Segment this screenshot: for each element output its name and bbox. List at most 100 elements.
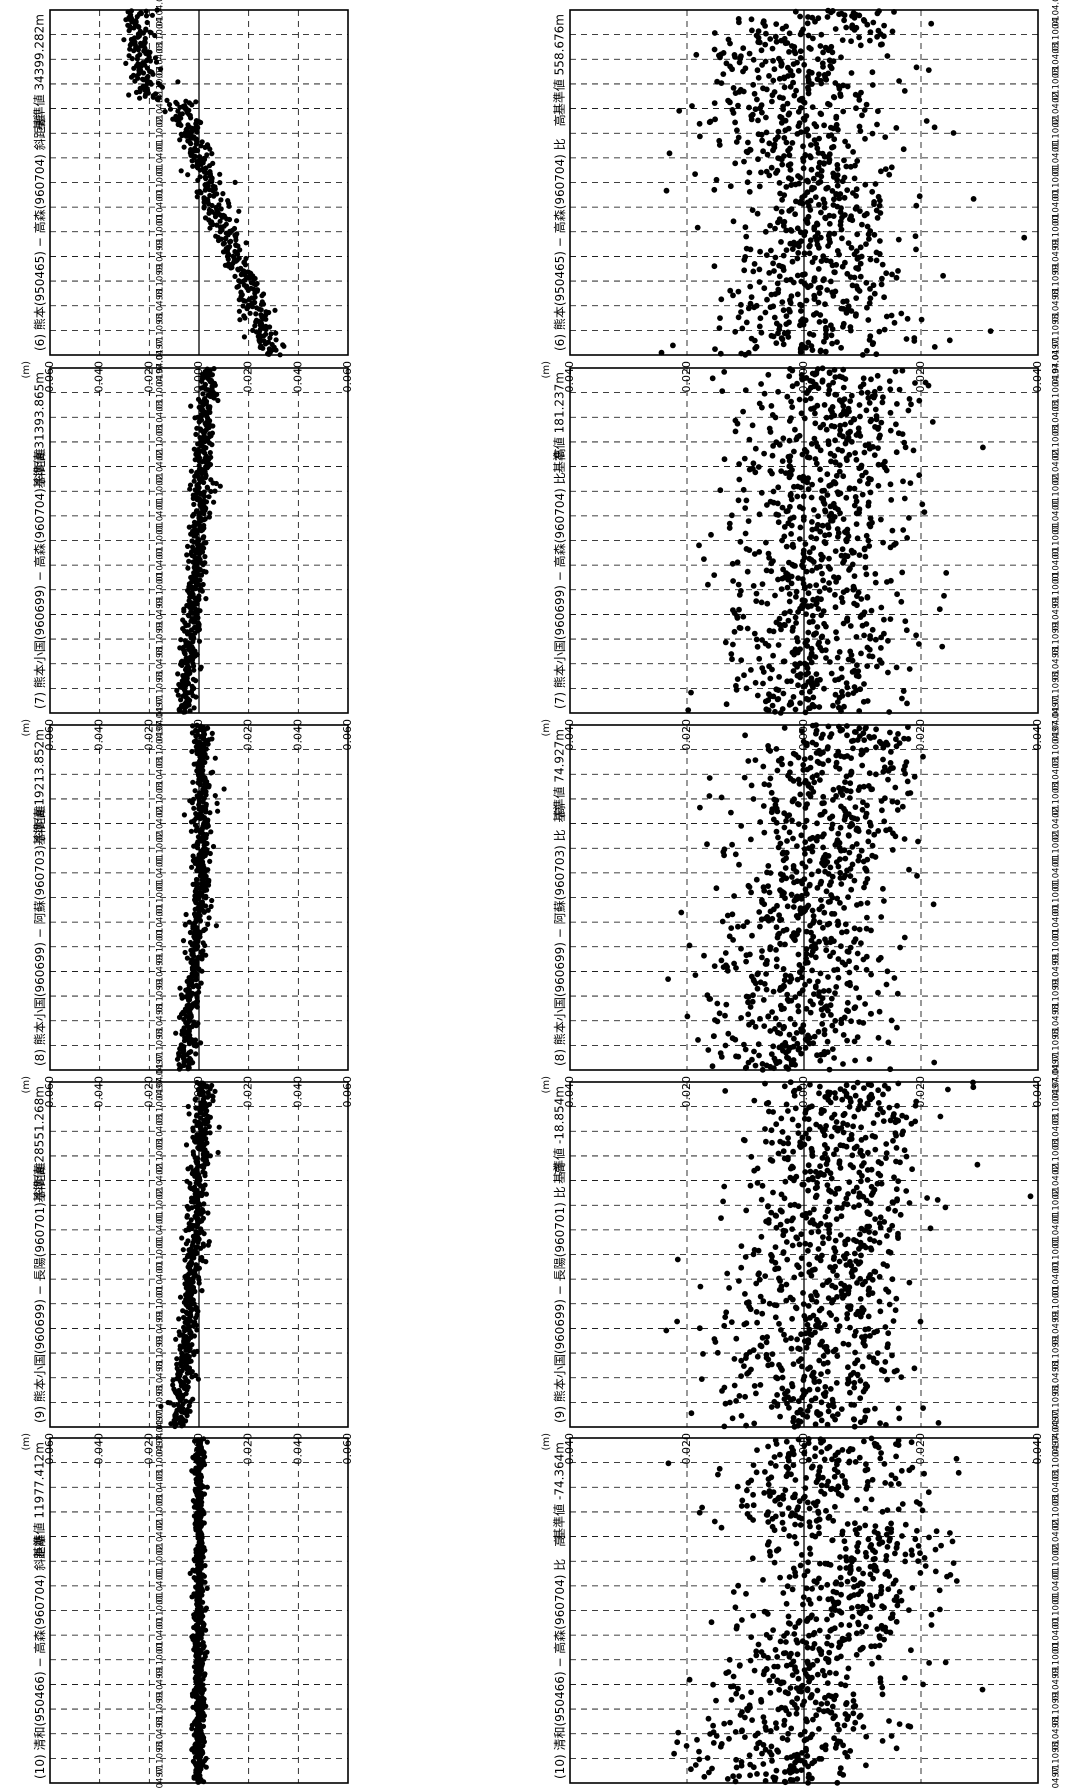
data-point bbox=[736, 477, 742, 483]
data-point bbox=[818, 477, 824, 483]
data-point bbox=[776, 519, 782, 525]
data-point bbox=[738, 946, 744, 952]
data-point bbox=[733, 429, 739, 435]
data-point bbox=[865, 594, 871, 600]
data-point bbox=[764, 987, 770, 993]
data-point bbox=[791, 515, 797, 521]
data-point bbox=[810, 908, 816, 914]
data-point bbox=[718, 1050, 724, 1056]
data-point bbox=[763, 229, 769, 235]
data-point bbox=[200, 1081, 205, 1086]
data-point bbox=[818, 210, 824, 216]
data-point bbox=[882, 327, 888, 333]
data-point bbox=[797, 120, 803, 126]
data-point bbox=[902, 618, 908, 624]
data-point bbox=[187, 920, 192, 925]
data-point bbox=[818, 971, 824, 977]
data-point bbox=[881, 617, 887, 623]
data-point bbox=[203, 540, 208, 545]
data-point bbox=[205, 367, 210, 372]
data-point bbox=[785, 329, 791, 335]
data-point bbox=[800, 27, 806, 33]
data-point bbox=[827, 221, 833, 227]
data-point bbox=[717, 315, 723, 321]
data-point bbox=[184, 1142, 189, 1147]
station-pair: 熊本(950465) − 高森(960704) bbox=[552, 150, 567, 330]
data-point bbox=[878, 955, 884, 961]
data-point bbox=[787, 504, 793, 510]
data-point bbox=[785, 65, 791, 71]
data-point bbox=[705, 1047, 711, 1053]
data-point bbox=[788, 399, 794, 405]
data-point bbox=[798, 905, 804, 911]
data-point bbox=[750, 422, 756, 428]
data-point bbox=[804, 696, 810, 702]
data-point bbox=[844, 271, 850, 277]
data-point bbox=[801, 62, 807, 68]
data-point bbox=[199, 981, 204, 986]
data-point bbox=[831, 574, 837, 580]
data-point bbox=[795, 1003, 801, 1009]
data-point bbox=[876, 28, 882, 34]
data-point bbox=[728, 651, 734, 657]
data-point bbox=[785, 101, 791, 107]
data-point bbox=[763, 310, 769, 316]
data-point bbox=[714, 79, 720, 85]
data-point bbox=[902, 935, 908, 941]
data-point bbox=[781, 966, 787, 972]
data-point bbox=[792, 1021, 798, 1027]
reference-value: 基準値 34399.282m bbox=[32, 14, 47, 130]
data-point bbox=[786, 618, 792, 624]
data-point bbox=[697, 134, 703, 140]
data-point bbox=[854, 231, 860, 237]
data-point bbox=[818, 285, 824, 291]
data-point bbox=[769, 1009, 775, 1015]
data-point bbox=[780, 567, 786, 573]
data-point bbox=[804, 298, 810, 304]
data-point bbox=[913, 247, 919, 253]
data-point bbox=[688, 690, 694, 696]
chart-panel-6-height: 0.0400.0200.000-0.020-0.040(m)97.04.0197… bbox=[541, 0, 1062, 396]
data-point bbox=[795, 575, 801, 581]
data-point bbox=[798, 105, 804, 111]
data-point bbox=[825, 71, 831, 77]
data-point bbox=[785, 585, 791, 591]
data-point bbox=[859, 112, 865, 118]
data-point bbox=[712, 30, 718, 36]
data-point bbox=[766, 140, 772, 146]
data-point bbox=[727, 288, 733, 294]
data-point bbox=[837, 649, 843, 655]
data-point bbox=[194, 508, 199, 513]
data-point bbox=[848, 324, 854, 330]
data-point bbox=[750, 207, 756, 213]
data-point bbox=[705, 582, 711, 588]
data-point bbox=[192, 1119, 197, 1124]
data-point bbox=[781, 983, 787, 989]
data-point bbox=[787, 453, 793, 459]
data-point bbox=[799, 342, 805, 348]
data-point bbox=[843, 164, 849, 170]
data-point bbox=[692, 171, 698, 177]
data-point bbox=[911, 335, 917, 341]
data-point bbox=[205, 1586, 210, 1591]
data-point bbox=[809, 495, 815, 501]
data-point bbox=[755, 970, 761, 976]
data-point bbox=[842, 396, 848, 402]
data-point bbox=[820, 523, 826, 529]
data-point bbox=[951, 130, 957, 136]
data-point bbox=[208, 1130, 213, 1135]
data-point bbox=[745, 626, 751, 632]
data-point bbox=[174, 1356, 179, 1361]
data-point bbox=[763, 59, 769, 65]
data-point bbox=[803, 1045, 809, 1051]
data-point bbox=[815, 596, 821, 602]
data-point bbox=[828, 1002, 834, 1008]
data-point bbox=[870, 69, 876, 75]
data-point bbox=[1021, 235, 1027, 241]
data-point bbox=[238, 266, 243, 271]
data-point bbox=[828, 44, 834, 50]
data-point bbox=[782, 942, 788, 948]
data-point bbox=[756, 75, 762, 81]
data-point bbox=[218, 197, 223, 202]
data-point bbox=[796, 1009, 802, 1015]
